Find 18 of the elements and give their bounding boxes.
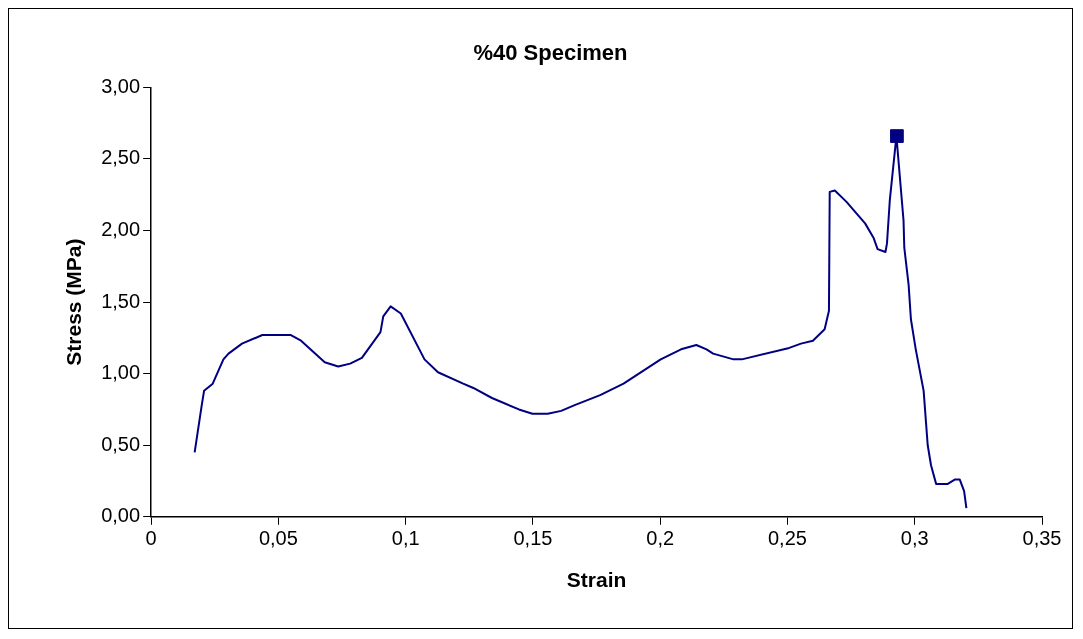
x-tick-label: 0,25 <box>768 527 807 550</box>
chart-title: %40 Specimen <box>473 40 628 66</box>
y-tick-label: 1,00 <box>101 361 141 384</box>
x-tick-label: 0,15 <box>513 527 553 550</box>
y-tick-label: 2,00 <box>101 218 141 241</box>
x-tick-label: 0,1 <box>391 527 420 550</box>
y-tick-label: 1,50 <box>101 289 141 312</box>
x-tick-label: 0,05 <box>258 527 298 550</box>
x-tick-label: 0 <box>145 527 157 550</box>
y-tick-label: 0,50 <box>101 432 141 455</box>
y-tick-label: 0,00 <box>101 504 141 527</box>
x-tick-label: 0,3 <box>900 527 929 550</box>
x-tick-label: 0,2 <box>646 527 675 550</box>
y-tick-label: 3,00 <box>101 74 141 97</box>
y-axis-title: Stress (MPa) <box>62 238 86 366</box>
y-tick-label: 2,50 <box>101 146 141 169</box>
x-tick-label: 0,35 <box>1022 527 1062 550</box>
x-axis-title: Strain <box>566 568 627 592</box>
